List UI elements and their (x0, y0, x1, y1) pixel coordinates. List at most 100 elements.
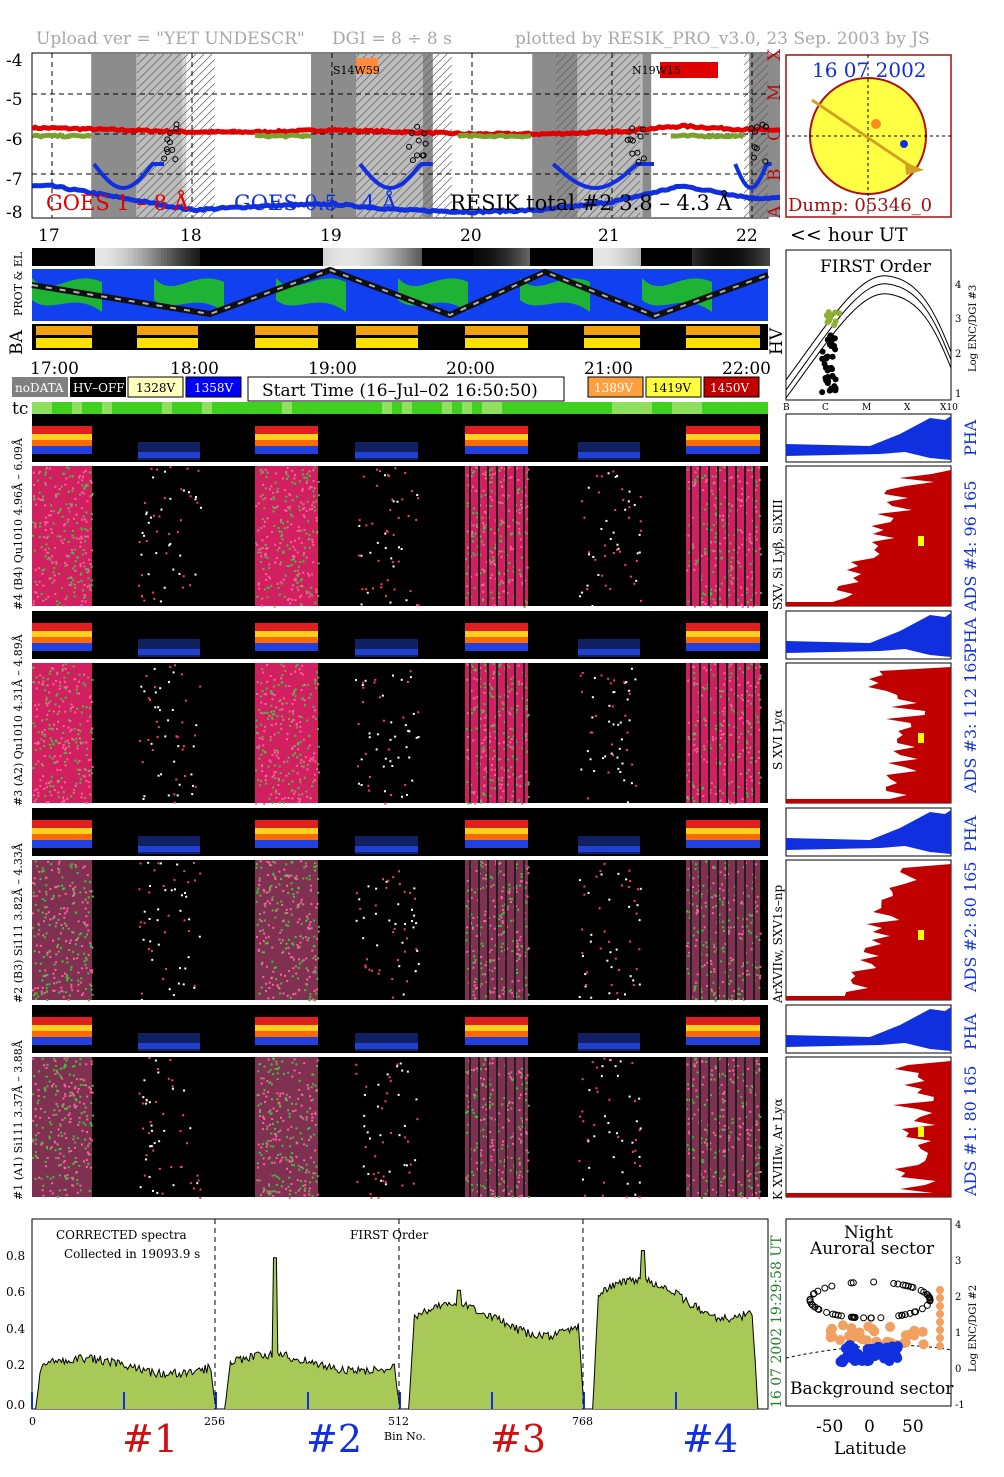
spec-dot (40, 1143, 43, 1146)
spec-quiet-dot (194, 573, 197, 576)
spec-quiet-dot (599, 870, 602, 873)
bar-cell (611, 248, 614, 266)
spec-dot (527, 1151, 530, 1154)
resik-point (161, 155, 168, 162)
spec-quiet-dot (401, 498, 404, 501)
bar-cell (389, 248, 392, 266)
spec-dot (730, 703, 733, 706)
spec-dot (527, 993, 530, 996)
spec-dot (482, 886, 485, 889)
pha-band (32, 440, 92, 446)
spec-dot (80, 994, 83, 997)
spec-dot (312, 781, 315, 784)
spec-dot (754, 907, 757, 910)
spec-dot (76, 707, 79, 710)
spec-dot (741, 543, 744, 546)
spec-quiet-dot (190, 773, 193, 776)
spec-dot (36, 995, 39, 998)
spec-dot (518, 989, 521, 992)
spec-dot (518, 1109, 521, 1112)
spec-quiet-dot (194, 734, 197, 737)
spec-dot (494, 563, 497, 566)
fo-point-green (827, 311, 834, 318)
spec-dot (479, 504, 482, 507)
spec-dot (709, 605, 712, 608)
spec-dot (270, 864, 273, 867)
spec-dot (711, 896, 714, 899)
spec-dot (691, 665, 694, 668)
spec-dot (43, 733, 46, 736)
spec-dot (727, 502, 730, 505)
spec-dot (89, 942, 92, 945)
spec-dot (472, 739, 475, 742)
spec-dot (729, 802, 732, 805)
spec-dot (267, 874, 270, 877)
spec-quiet-dot (624, 563, 627, 566)
spec-dot (288, 952, 291, 955)
spec-dot (501, 502, 504, 505)
spec-dot (485, 961, 488, 964)
spec-dot (58, 510, 61, 513)
spec-dot (480, 756, 483, 759)
bar-cell (728, 248, 731, 266)
spec-dot (52, 894, 55, 897)
spec-dot (512, 790, 515, 793)
spec-dot (282, 1180, 285, 1183)
hatch-line (555, 53, 608, 106)
spec-dot (741, 965, 744, 968)
spec-dot (313, 865, 316, 868)
spec-dot (294, 579, 297, 582)
bar-cell (509, 248, 512, 266)
fo-point-green (831, 322, 838, 329)
spec-dot (709, 541, 712, 544)
spec-dot (713, 866, 716, 869)
spec-dot (724, 740, 727, 743)
spec-dot (308, 923, 311, 926)
spec-dot (290, 790, 293, 793)
spec-dot (723, 466, 726, 469)
spec-dot (309, 921, 312, 924)
spec-dot (63, 676, 66, 679)
spec-dot (748, 722, 751, 725)
spec-stripe (496, 860, 498, 1000)
orbit-track (811, 98, 917, 172)
spec-dot (54, 1149, 57, 1152)
spec-quiet-dot (387, 474, 390, 477)
spec-dot (278, 938, 281, 941)
spec-dot (284, 684, 287, 687)
spec-dot (51, 1192, 54, 1195)
spec-dot (521, 1073, 524, 1076)
spec-dot (70, 966, 73, 969)
spec-dot (482, 530, 485, 533)
spec-quiet-dot (625, 680, 628, 683)
spec-dot (261, 546, 264, 549)
spec-dot (299, 761, 302, 764)
spec-dot (86, 529, 89, 532)
spec-dot (476, 678, 479, 681)
spec-dot (702, 745, 705, 748)
spec-dot (34, 580, 37, 583)
spec-dot (480, 1154, 483, 1157)
spec-dot (712, 524, 715, 527)
spec-dot (521, 490, 524, 493)
spec-dot (733, 725, 736, 728)
spec-quiet-dot (608, 898, 611, 901)
spec-dot (61, 541, 64, 544)
spec-dot (713, 711, 716, 714)
spec-dot (493, 604, 496, 607)
spec-dot (686, 774, 689, 777)
spec-hist (786, 470, 951, 606)
spec-dot (68, 1105, 71, 1108)
spec-dot (292, 754, 295, 757)
spec-dot (291, 719, 294, 722)
spec-dot (311, 998, 314, 1001)
spec-dot (305, 1118, 308, 1121)
bar-cell (329, 248, 332, 266)
spec-dot (724, 866, 727, 869)
spec-stripe (496, 663, 498, 803)
spec-dot (84, 768, 87, 771)
spec-dot (275, 791, 278, 794)
spec-dot (32, 1119, 35, 1122)
spec-dot (703, 964, 706, 967)
spec-dot (32, 794, 35, 797)
